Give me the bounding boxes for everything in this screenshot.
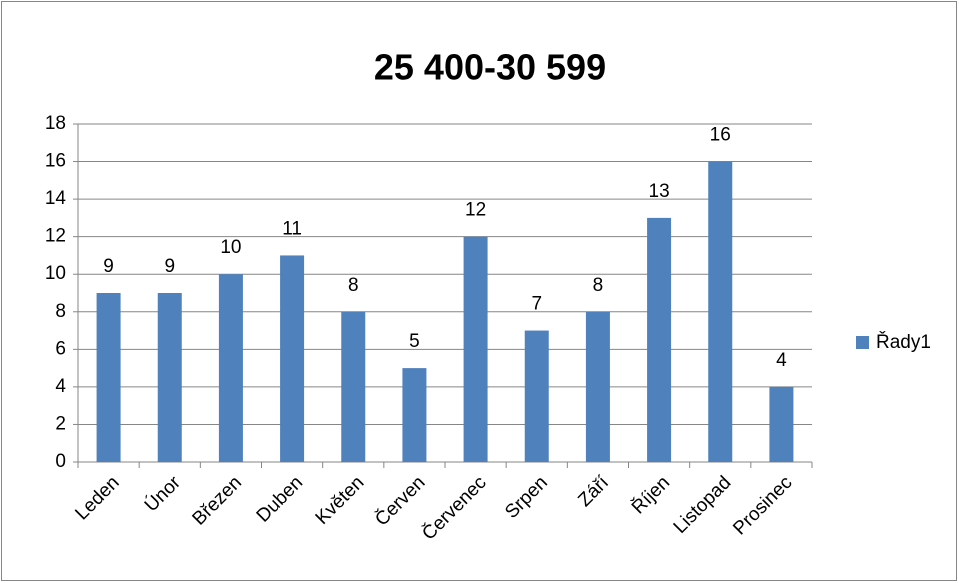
bar xyxy=(157,293,182,462)
data-label: 4 xyxy=(776,350,787,371)
bar xyxy=(402,368,427,462)
legend-label: Řady1 xyxy=(876,331,931,353)
y-tick-label: 18 xyxy=(45,113,66,134)
data-label: 7 xyxy=(531,294,542,315)
bar xyxy=(96,293,121,462)
bar xyxy=(769,386,794,462)
bar xyxy=(341,311,366,462)
bar xyxy=(218,274,243,462)
data-label: 9 xyxy=(164,256,175,277)
y-tick-label: 0 xyxy=(55,451,66,472)
y-tick-label: 8 xyxy=(55,301,66,322)
chart-title: 25 400-30 599 xyxy=(374,47,606,88)
data-label: 8 xyxy=(593,275,604,296)
y-tick-label: 6 xyxy=(55,338,66,359)
bar xyxy=(708,161,733,463)
data-label: 12 xyxy=(465,200,486,221)
y-tick-label: 10 xyxy=(45,263,66,284)
data-label: 16 xyxy=(710,125,731,146)
bar xyxy=(463,236,488,462)
bar xyxy=(647,217,672,462)
y-tick-label: 12 xyxy=(45,226,66,247)
data-label: 13 xyxy=(649,181,670,202)
bar xyxy=(280,255,305,462)
legend-swatch xyxy=(856,336,869,349)
data-label: 10 xyxy=(220,237,241,258)
bar xyxy=(585,311,610,462)
bar xyxy=(524,330,549,462)
y-tick-label: 16 xyxy=(45,151,66,172)
y-tick-label: 2 xyxy=(55,413,66,434)
data-label: 9 xyxy=(103,256,114,277)
data-label: 8 xyxy=(348,275,359,296)
y-tick-label: 4 xyxy=(55,376,66,397)
data-label: 11 xyxy=(282,218,302,239)
y-tick-label: 14 xyxy=(45,188,67,209)
data-label: 5 xyxy=(409,331,420,352)
